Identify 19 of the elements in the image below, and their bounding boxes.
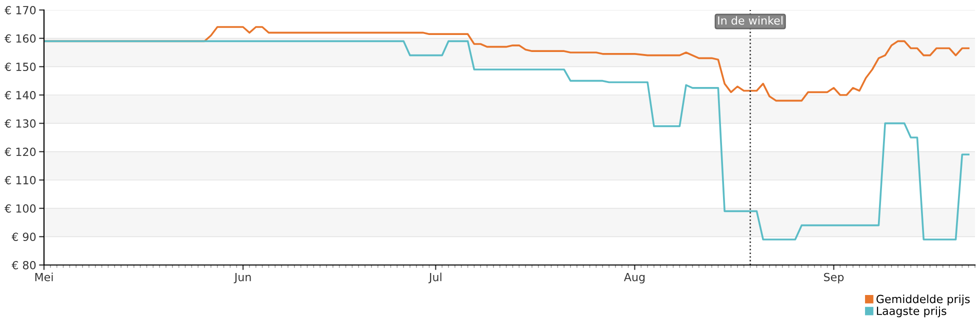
x-tick-label: Mei <box>35 272 53 282</box>
line-series <box>44 40 970 240</box>
x-tick-label: Jul <box>428 272 442 284</box>
y-tick-label: € 120 <box>4 148 36 156</box>
x-tick-label: Jun <box>234 272 251 284</box>
y-tick-label: € 110 <box>4 176 36 184</box>
legend-label: Laagste prijs <box>876 306 946 318</box>
legend-label: Gemiddelde prijs <box>876 294 970 306</box>
ref-line-label: In de winkel <box>718 16 782 25</box>
y-tick-label: € 170 <box>4 6 36 14</box>
y-tick-label: € 130 <box>4 119 36 128</box>
y-tick-label: € 140 <box>4 90 36 100</box>
y-tick-label: € 100 <box>4 204 36 213</box>
y-tick-label: € 90 <box>12 232 36 242</box>
x-tick-label: Sep <box>824 272 844 284</box>
y-tick-label: € 150 <box>4 62 36 72</box>
x-tick-label: Aug <box>624 272 645 284</box>
y-tick-label: € 160 <box>4 34 36 43</box>
y-tick-label: € 80 <box>12 260 36 270</box>
